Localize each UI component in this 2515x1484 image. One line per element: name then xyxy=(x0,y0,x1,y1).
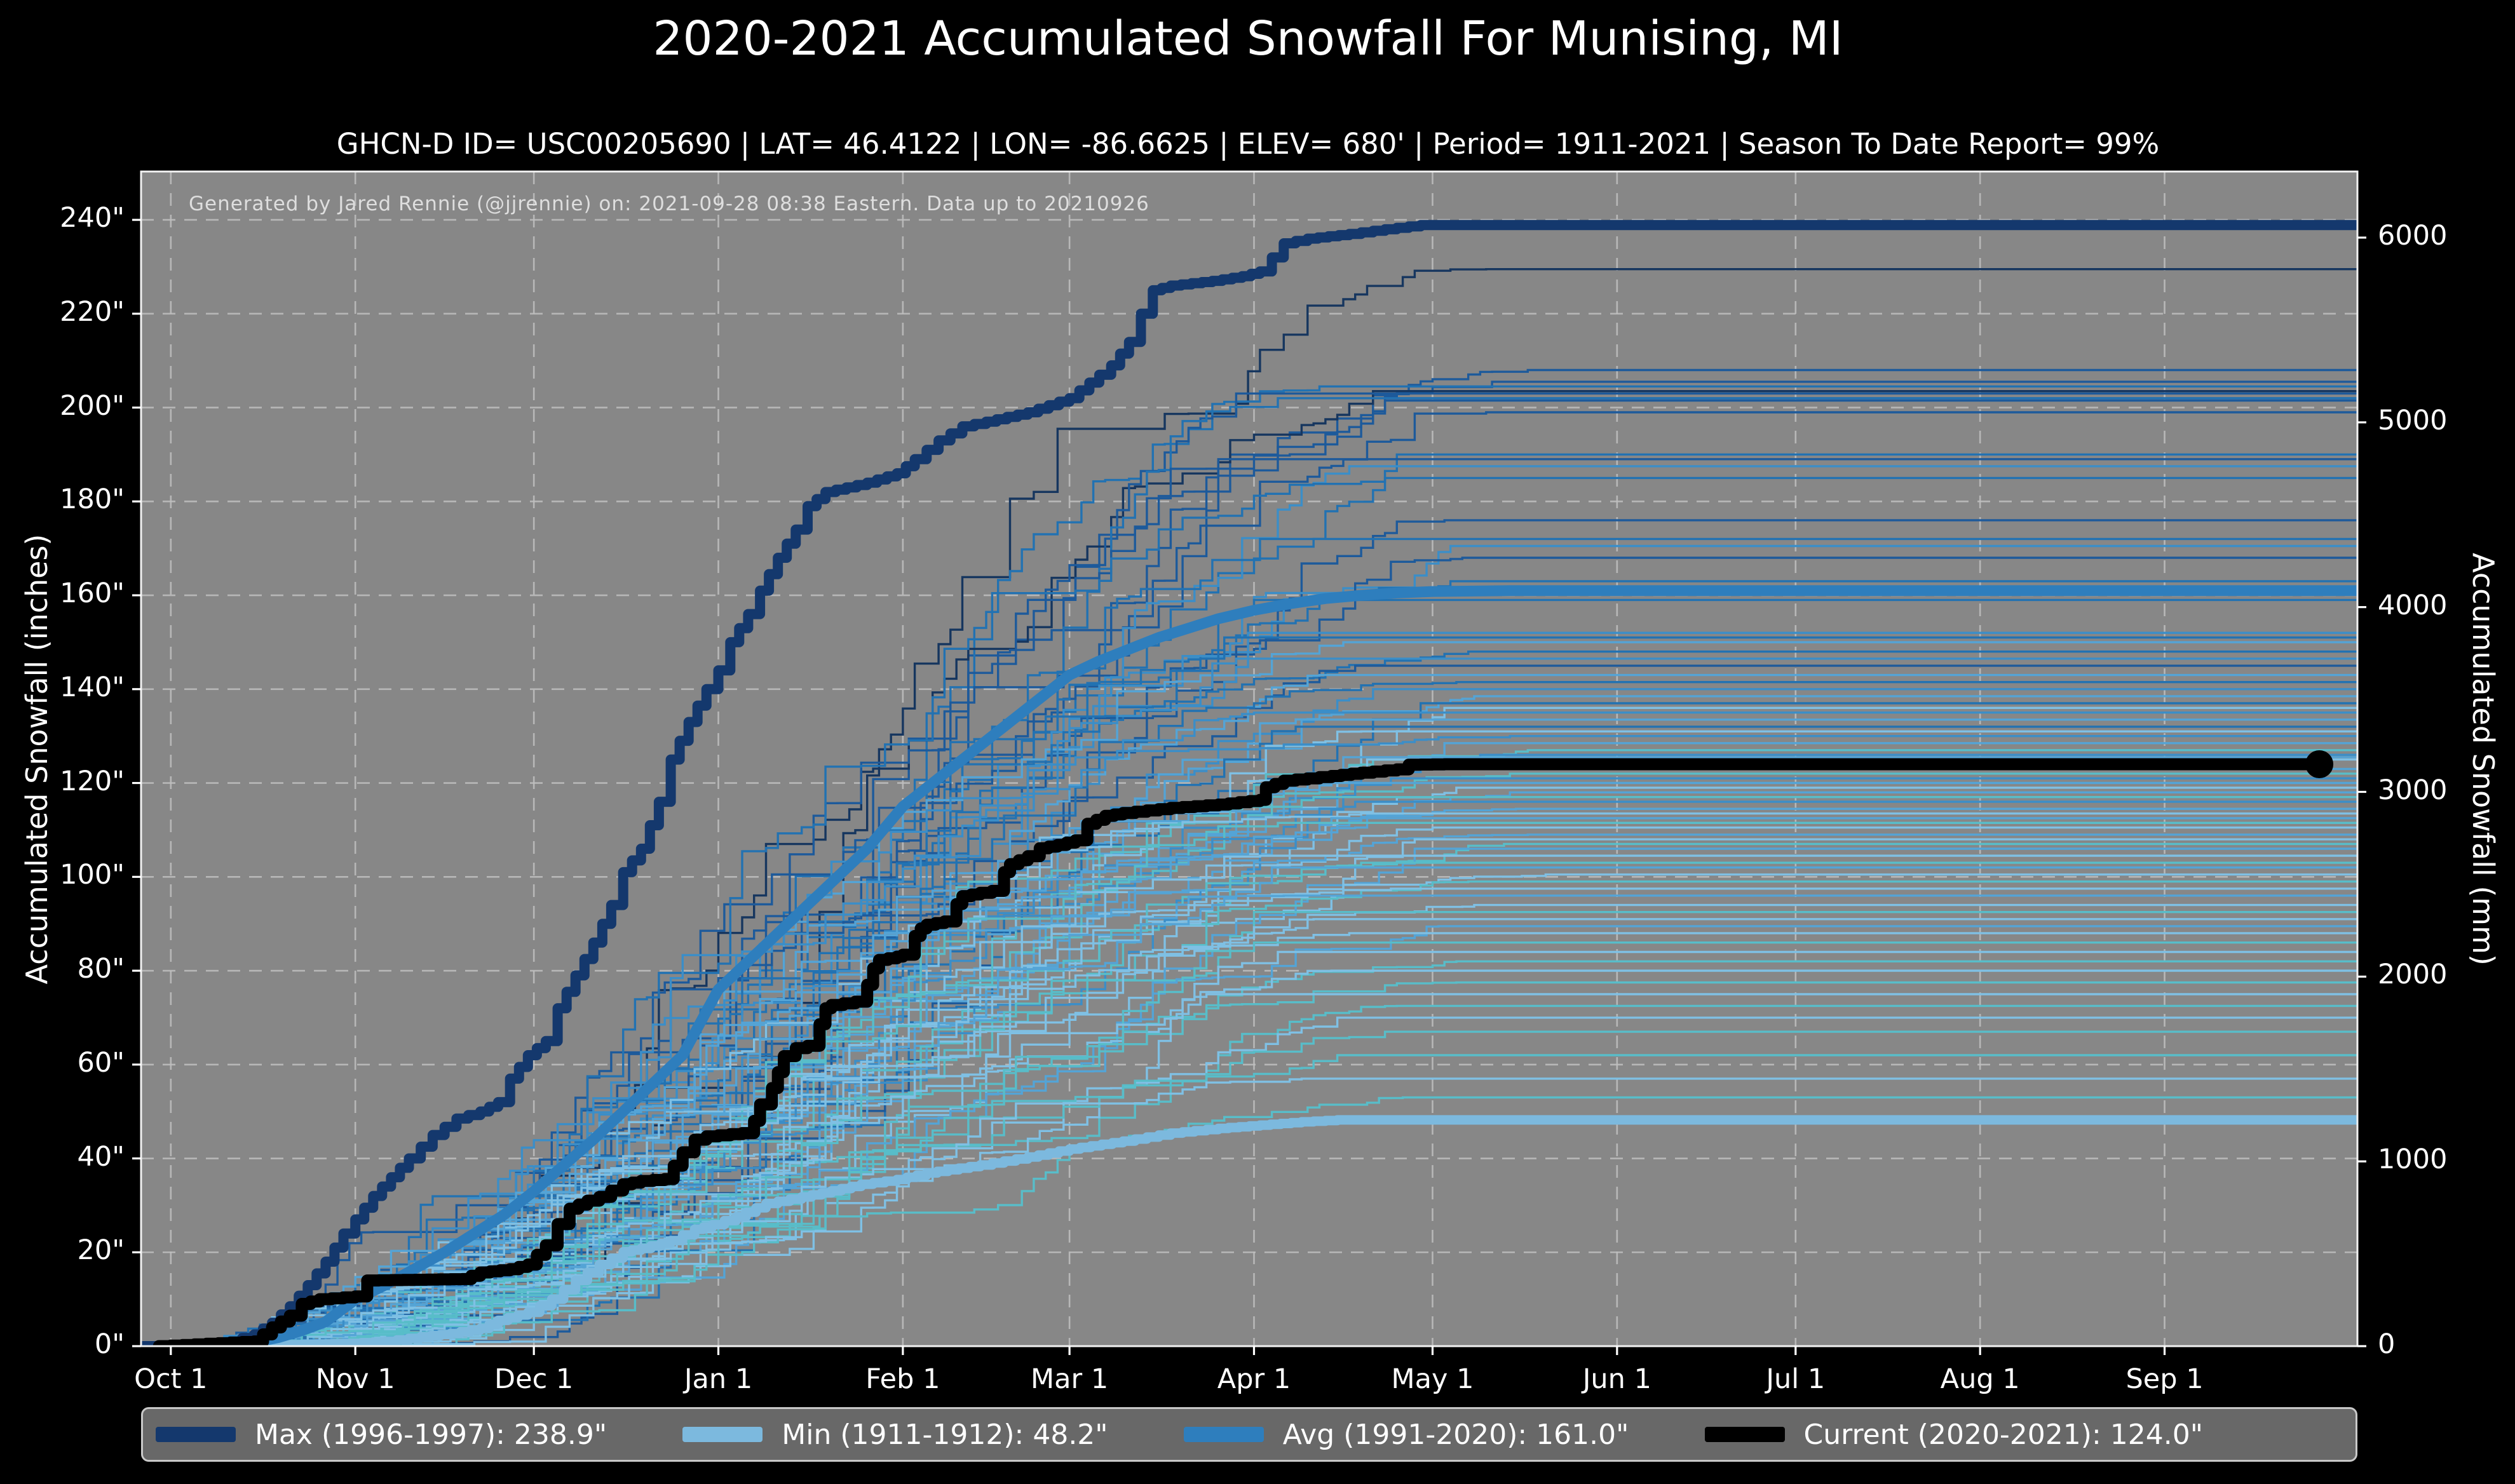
background-year-line xyxy=(141,1077,2357,1346)
background-year-line xyxy=(141,399,2357,1346)
x-tick-label: Nov 1 xyxy=(315,1363,395,1395)
background-year-line xyxy=(141,932,2357,1346)
legend-item-current: Current (2020-2021): 124.0" xyxy=(1704,1418,2203,1451)
x-tick-label: Aug 1 xyxy=(1940,1363,2020,1395)
x-tick-label: Feb 1 xyxy=(865,1363,940,1395)
legend-item-avg: Avg (1991-2020): 161.0" xyxy=(1183,1418,1629,1451)
legend-item-min: Min (1911-1912): 48.2" xyxy=(682,1419,1108,1451)
legend-label-avg: Avg (1991-2020): 161.0" xyxy=(1282,1418,1629,1451)
y-right-tick-label: 2000 xyxy=(2378,959,2448,991)
x-tick-label: Sep 1 xyxy=(2125,1363,2204,1395)
x-tick-label: Dec 1 xyxy=(494,1363,574,1395)
legend-swatch-current xyxy=(1704,1427,1785,1442)
series-line xyxy=(166,1115,2357,1346)
legend-swatch-min xyxy=(682,1427,763,1442)
y-left-tick-label: 80" xyxy=(77,953,125,985)
series-line xyxy=(153,758,2326,1346)
y-axis-label-mm: Accumulated Snowfall (mm) xyxy=(2466,553,2500,966)
background-year-line xyxy=(141,854,2357,1346)
y-right-tick-label: 3000 xyxy=(2378,774,2448,806)
chart-title: 2020-2021 Accumulated Snowfall For Munis… xyxy=(653,11,1843,66)
x-tick-label: May 1 xyxy=(1391,1363,1474,1395)
series-min-line xyxy=(166,1115,2357,1346)
x-tick-label: Jan 1 xyxy=(684,1363,753,1395)
y-left-tick-label: 240" xyxy=(60,202,125,234)
background-year-line xyxy=(141,476,2357,1346)
background-year-line xyxy=(141,821,2357,1346)
y-left-tick-label: 220" xyxy=(60,295,125,328)
credit-annotation: Generated by Jared Rennie (@jjrennie) on… xyxy=(189,192,1149,215)
y-left-tick-label: 200" xyxy=(60,389,125,422)
legend-swatch-avg xyxy=(1183,1427,1264,1442)
y-left-tick-label: 20" xyxy=(77,1234,125,1267)
legend-label-max: Max (1996-1997): 238.9" xyxy=(255,1418,607,1451)
x-tick-label: Jul 1 xyxy=(1766,1363,1826,1395)
y-left-tick-label: 60" xyxy=(77,1046,125,1079)
x-tick-label: Apr 1 xyxy=(1217,1363,1291,1395)
y-left-tick-label: 100" xyxy=(60,859,125,891)
y-left-tick-label: 120" xyxy=(60,765,125,797)
background-year-line xyxy=(141,925,2357,1346)
series-line xyxy=(141,220,2357,1346)
x-tick-label: Oct 1 xyxy=(134,1363,208,1395)
legend: Max (1996-1997): 238.9" Min (1911-1912): … xyxy=(141,1407,2357,1462)
legend-label-min: Min (1911-1912): 48.2" xyxy=(782,1418,1108,1451)
y-left-tick-label: 160" xyxy=(60,577,125,610)
legend-swatch-max xyxy=(156,1427,236,1442)
background-year-line xyxy=(141,1096,2357,1346)
legend-label-current: Current (2020-2021): 124.0" xyxy=(1803,1418,2203,1451)
y-left-tick-label: 0" xyxy=(94,1328,125,1360)
x-tick-label: Mar 1 xyxy=(1031,1363,1109,1395)
y-right-tick-label: 4000 xyxy=(2378,589,2448,621)
y-left-tick-label: 180" xyxy=(60,483,125,516)
y-right-tick-label: 1000 xyxy=(2378,1143,2448,1176)
series-current-line xyxy=(153,750,2334,1346)
x-tick-label: Jun 1 xyxy=(1582,1363,1651,1395)
legend-item-max: Max (1996-1997): 238.9" xyxy=(156,1419,607,1451)
series-max-line xyxy=(141,220,2357,1346)
y-right-tick-label: 6000 xyxy=(2378,220,2448,252)
current-end-marker xyxy=(2305,750,2334,778)
background-year-line xyxy=(141,636,2357,1346)
plot-border xyxy=(140,170,2359,1347)
y-right-tick-label: 0 xyxy=(2378,1328,2396,1360)
background-year-line xyxy=(141,887,2357,1346)
y-left-tick-label: 140" xyxy=(60,671,125,703)
background-year-line xyxy=(141,392,2357,1346)
y-left-tick-label: 40" xyxy=(77,1140,125,1173)
background-year-line xyxy=(141,807,2357,1346)
y-right-tick-label: 5000 xyxy=(2378,404,2448,436)
chart-subtitle: GHCN-D ID= USC00205690 | LAT= 46.4122 | … xyxy=(336,127,2160,161)
